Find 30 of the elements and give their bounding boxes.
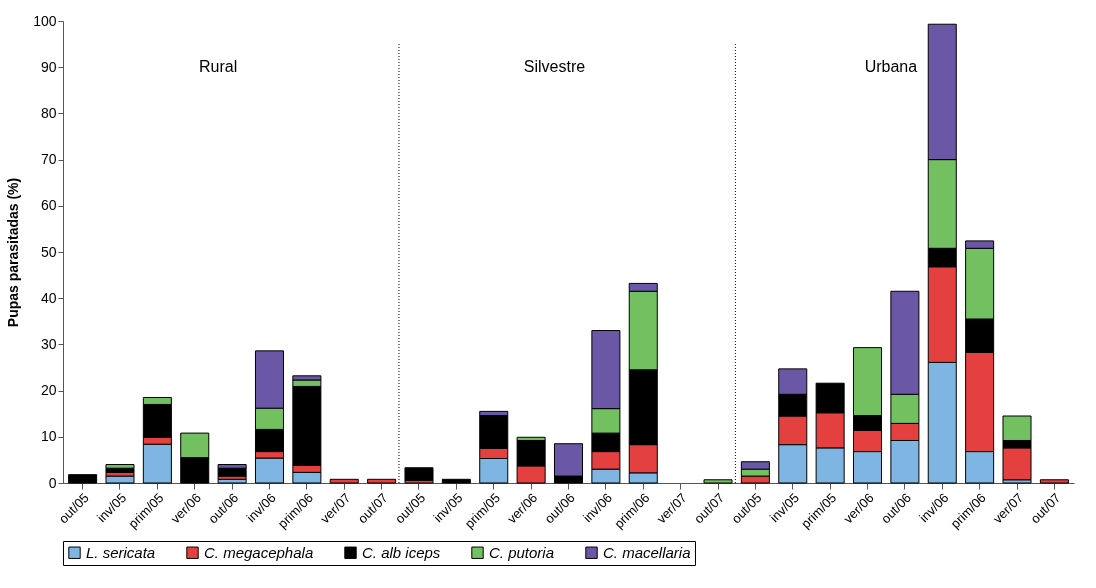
y-tick-label: 30 — [40, 335, 57, 352]
bar — [329, 478, 359, 484]
y-tick-label: 100 — [33, 12, 57, 29]
bar — [703, 479, 733, 484]
y-tick-label: 70 — [40, 151, 57, 168]
bar — [441, 478, 471, 484]
y-tick-label: 50 — [40, 243, 57, 260]
y-tick-label: 40 — [40, 289, 57, 306]
y-tick-label: 0 — [48, 474, 57, 491]
y-tick-label: 60 — [40, 197, 57, 214]
bar — [217, 467, 247, 477]
annotation: Silvestre — [523, 58, 586, 76]
bar — [1039, 479, 1069, 484]
y-tick-label: 90 — [40, 58, 57, 75]
bar — [105, 464, 135, 469]
bar — [68, 474, 98, 484]
bar — [404, 467, 434, 481]
legend-label: C. alb iceps — [362, 543, 441, 561]
bar — [105, 475, 135, 484]
legend-label: L. sericata — [86, 543, 156, 561]
bar — [367, 478, 397, 484]
y-axis-title: Pupas parasitadas (%) — [5, 177, 22, 328]
annotation: Rural — [198, 58, 238, 76]
legend-label: C. megacephala — [204, 543, 314, 561]
legend-label: C. putoria — [489, 543, 555, 561]
annotation: Urbana — [864, 58, 918, 76]
legend-label: C. macellaria — [603, 543, 691, 561]
y-tick-label: 10 — [40, 428, 57, 445]
y-tick-label: 20 — [40, 382, 57, 399]
y-tick-label: 80 — [40, 104, 57, 121]
